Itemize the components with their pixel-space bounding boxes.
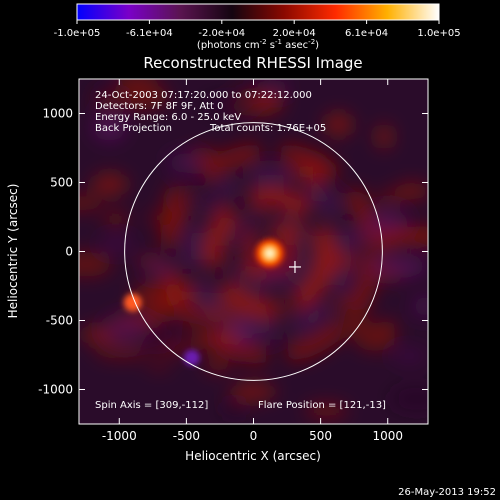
y-tick-label: -500 xyxy=(46,314,73,328)
x-tick-label: 1000 xyxy=(372,429,403,443)
background-blob xyxy=(104,315,147,343)
background-blob xyxy=(249,91,286,103)
colorbar-tick-label: 2.0e+04 xyxy=(273,28,316,39)
background-blob xyxy=(111,82,170,110)
background-blob xyxy=(192,308,241,323)
background-blob xyxy=(252,211,274,238)
annotation-energy-range: Energy Range: 6.0 - 25.0 keV xyxy=(95,112,241,123)
background-blob xyxy=(79,251,113,277)
background-blob xyxy=(239,266,261,279)
background-blob xyxy=(147,361,171,370)
background-blob xyxy=(133,256,164,266)
annotation-time-range: 24-Oct-2003 07:17:20.000 to 07:22:12.000 xyxy=(95,90,312,101)
background-blob xyxy=(190,328,241,347)
solar-limb-circle xyxy=(124,122,383,381)
annotation-detectors: Detectors: 7F 8F 9F, Att 0 xyxy=(95,101,223,112)
y-tick-label: -1000 xyxy=(38,383,73,397)
background-blob xyxy=(332,297,355,311)
y-axis-label: Heliocentric Y (arcsec) xyxy=(6,184,20,319)
background-blob xyxy=(305,403,348,419)
annotation-total-counts: Total counts: 1.76E+05 xyxy=(209,123,326,134)
colorbar-tick-label: 6.1e+04 xyxy=(345,28,388,39)
sidelobe-ring xyxy=(158,142,381,365)
background-blob xyxy=(95,95,121,110)
background-blob xyxy=(102,210,129,227)
background-blob xyxy=(147,210,186,226)
colorbar-tick-label: -2.0e+04 xyxy=(198,28,245,39)
background-blob xyxy=(79,194,103,212)
axis-tick-labels: -1000 -500 0 500 1000 -1000 -500 0 500 1000 xyxy=(38,107,403,444)
y-tick-label: 500 xyxy=(50,176,73,190)
background-blob xyxy=(240,226,258,248)
sidelobe-ring xyxy=(225,209,314,298)
negative-lobe xyxy=(183,349,200,366)
background-blob xyxy=(318,250,358,272)
background-blob xyxy=(376,124,393,150)
annotation-spin-axis: Spin Axis = [309,-112] xyxy=(95,400,208,411)
background-blob xyxy=(114,79,159,85)
background-blob xyxy=(177,281,197,302)
footer-timestamp: 26-May-2013 19:52 xyxy=(398,487,496,498)
background-blob xyxy=(381,269,401,281)
y-tick-label: 0 xyxy=(65,245,73,259)
x-tick-label: -500 xyxy=(173,429,200,443)
background-blob xyxy=(131,282,187,310)
background-blob xyxy=(262,266,284,283)
x-axis-label: Heliocentric X (arcsec) xyxy=(185,449,321,463)
background-blob xyxy=(230,383,277,401)
colorbar-ticks: -1.0e+05 -6.1e+04 -2.0e+04 2.0e+04 6.1e+04 1.… xyxy=(54,20,461,39)
background-blob xyxy=(205,357,229,373)
background-blob xyxy=(264,302,303,312)
background-blob xyxy=(392,351,427,361)
background-blob xyxy=(272,221,305,241)
background-blob xyxy=(99,239,135,249)
background-blob xyxy=(167,153,207,173)
spin-axis-marker xyxy=(288,260,301,273)
image-area xyxy=(79,79,428,424)
background-blob xyxy=(93,114,126,142)
colorbar-tick-label: -6.1e+04 xyxy=(126,28,173,39)
x-tick-label: 0 xyxy=(250,429,258,443)
background-blob xyxy=(286,166,318,177)
flare-source-peak xyxy=(265,249,274,258)
background-blob xyxy=(221,400,247,417)
background-blob xyxy=(394,182,428,201)
background-blob xyxy=(94,346,151,360)
background-blob xyxy=(375,191,403,205)
background-blob xyxy=(172,186,232,211)
x-tick-label: -1000 xyxy=(102,429,137,443)
colorbar-tick-label: -1.0e+05 xyxy=(54,28,101,39)
annotation-flare-position: Flare Position = [121,-13] xyxy=(258,400,386,411)
background-blob xyxy=(92,173,128,196)
background-blob xyxy=(374,225,428,243)
chart-title: Reconstructed RHESSI Image xyxy=(143,54,362,72)
background-blob xyxy=(145,321,175,348)
colorbar-units: (photons cm-2 s-1 asec-2) xyxy=(197,38,319,51)
background-blob xyxy=(203,95,263,115)
colorbar-tick-label: 1.0e+05 xyxy=(417,28,460,39)
background-blob xyxy=(324,112,353,137)
x-tick-label: 500 xyxy=(309,429,332,443)
colorbar xyxy=(76,3,440,21)
axis-ticks xyxy=(79,79,428,424)
y-tick-label: 1000 xyxy=(42,107,73,121)
background-blob xyxy=(413,295,428,318)
annotation-method: Back Projection xyxy=(95,123,172,134)
background-blob xyxy=(390,387,428,411)
background-blob xyxy=(354,324,396,352)
